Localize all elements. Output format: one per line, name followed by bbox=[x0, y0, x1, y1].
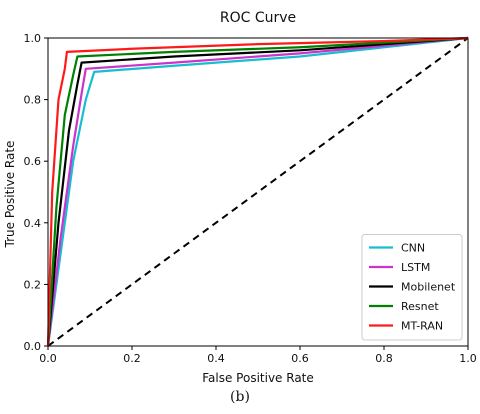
plot-lines bbox=[46, 36, 469, 347]
x-tick-label: 1.0 bbox=[459, 352, 477, 365]
series-line-mt-ran bbox=[46, 36, 469, 347]
y-tick-label: 0.0 bbox=[24, 340, 42, 353]
series-line-lstm bbox=[46, 36, 469, 347]
series-line-mobilenet bbox=[46, 36, 469, 347]
figure-caption: (b) bbox=[230, 389, 250, 405]
y-tick-label: 0.4 bbox=[24, 217, 42, 230]
y-axis-label: True Positive Rate bbox=[3, 141, 17, 249]
x-tick-label: 0.6 bbox=[291, 352, 309, 365]
series-line-resnet bbox=[46, 36, 469, 347]
series-line-cnn bbox=[46, 36, 469, 347]
legend: CNN LSTM Mobilenet Resnet MT-RAN bbox=[361, 234, 463, 341]
x-tick-label: 0.4 bbox=[207, 352, 225, 365]
plot-frame bbox=[47, 37, 469, 347]
x-tick-label: 0.2 bbox=[123, 352, 141, 365]
legend-label: CNN bbox=[401, 242, 425, 255]
y-tick-label: 0.6 bbox=[24, 155, 42, 168]
legend-label: Mobilenet bbox=[401, 281, 456, 294]
legend-box bbox=[361, 234, 463, 341]
legend-label: LSTM bbox=[401, 261, 430, 274]
x-axis-label: False Positive Rate bbox=[202, 371, 314, 385]
legend-label: MT-RAN bbox=[401, 320, 443, 333]
legend-label: Resnet bbox=[401, 300, 439, 313]
y-tick-label: 0.8 bbox=[24, 94, 42, 107]
y-tick-label: 0.2 bbox=[24, 278, 42, 291]
y-tick-label: 1.0 bbox=[24, 32, 42, 45]
x-tick-label: 0.8 bbox=[375, 352, 393, 365]
reference-diagonal-line bbox=[47, 37, 469, 347]
x-tick-label: 0.0 bbox=[39, 352, 57, 365]
chart-title: ROC Curve bbox=[220, 10, 296, 26]
axis-ticks: 0.0 0.2 0.4 0.6 0.8 1.0 0.0 0.2 0.4 0.6 0.8 1.0 bbox=[24, 32, 477, 365]
